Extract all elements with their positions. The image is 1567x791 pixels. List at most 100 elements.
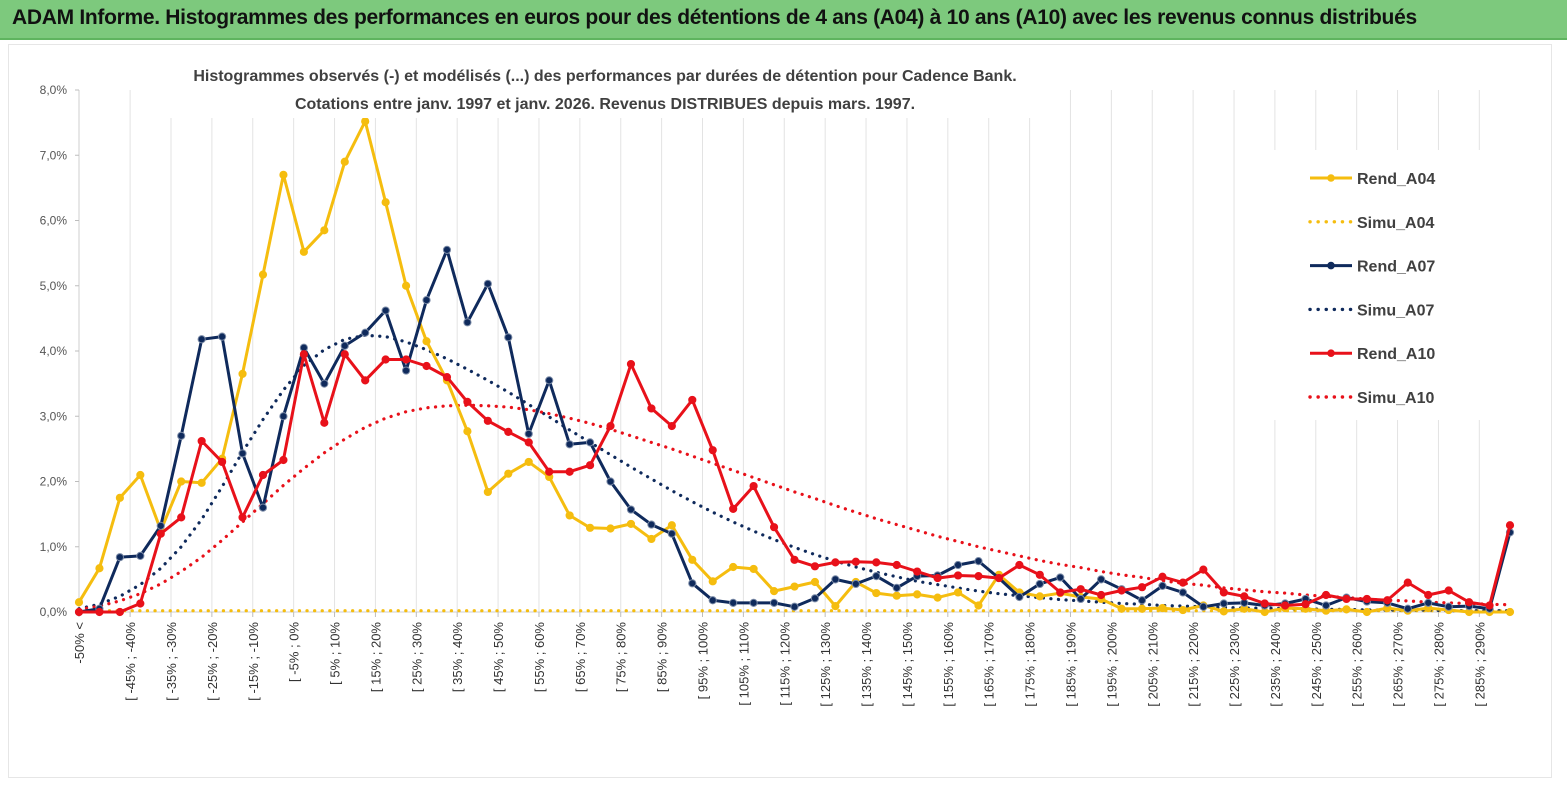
data-point <box>401 281 411 290</box>
data-point <box>442 373 452 382</box>
x-tick-label: [ -45% ; -40% <box>123 622 138 701</box>
x-tick-label: [ 5% ; 10% <box>328 622 343 685</box>
data-point <box>1035 570 1044 579</box>
chart-title-background <box>148 62 1063 118</box>
data-point <box>872 588 881 598</box>
data-point <box>667 421 676 431</box>
data-point <box>606 477 615 486</box>
data-point <box>258 503 268 512</box>
x-tick-label: [ 165% ; 170% <box>982 622 997 707</box>
data-point <box>790 555 799 564</box>
data-point <box>1260 599 1269 608</box>
data-point <box>422 337 431 346</box>
x-tick-label: [ 155% ; 160% <box>941 622 956 707</box>
chart-title-line-1: Histogrammes observés (-) et modélisés (… <box>193 68 1016 85</box>
data-point <box>1465 598 1474 607</box>
data-point <box>1362 607 1372 617</box>
y-tick-label: 4,0% <box>40 344 68 358</box>
y-tick-label: 0,0% <box>40 605 68 619</box>
data-point <box>933 573 942 583</box>
x-tick-label: [ 215% ; 220% <box>1186 622 1201 707</box>
data-point <box>1015 592 1024 602</box>
data-point <box>810 577 820 587</box>
x-tick-label: [ 255% ; 260% <box>1350 622 1365 707</box>
data-point <box>1158 572 1167 581</box>
data-point <box>177 513 186 522</box>
data-point <box>177 431 186 440</box>
chart-title-line-2: Cotations entre janv. 1997 et janv. 2026… <box>295 96 915 113</box>
data-point <box>729 504 738 514</box>
x-tick-label: [ 235% ; 240% <box>1268 622 1283 707</box>
data-point <box>790 602 799 611</box>
data-point <box>1505 607 1515 617</box>
data-point <box>1158 603 1167 613</box>
x-tick-label: [ -15% ; -10% <box>246 622 261 701</box>
data-point <box>136 470 145 480</box>
legend-item-Rend_A10: Rend_A10 <box>1310 346 1435 363</box>
data-point <box>1097 575 1106 584</box>
data-point <box>953 560 963 570</box>
data-point <box>115 553 124 562</box>
x-tick-label: [ 55% ; 60% <box>532 622 547 693</box>
legend-label: Rend_A04 <box>1357 171 1435 188</box>
data-point <box>729 598 738 607</box>
data-point <box>851 579 860 589</box>
data-point <box>320 418 329 427</box>
data-point <box>872 572 881 581</box>
series-line-Simu_A07 <box>77 333 1512 613</box>
data-point <box>238 513 247 522</box>
data-point <box>238 449 247 458</box>
data-point <box>1321 590 1331 600</box>
data-point <box>1015 560 1024 570</box>
data-point <box>504 469 513 478</box>
series-Simu_A10 <box>77 403 1512 612</box>
data-point <box>483 416 492 425</box>
data-point <box>749 598 758 607</box>
data-point <box>647 534 656 544</box>
data-point <box>504 333 513 342</box>
data-point <box>585 438 595 447</box>
data-point <box>95 564 104 573</box>
data-point <box>810 562 820 571</box>
data-point <box>1383 596 1392 605</box>
data-point <box>1362 594 1372 604</box>
data-point <box>1117 604 1126 613</box>
data-point <box>749 564 758 574</box>
data-point <box>483 487 492 497</box>
legend-label: Simu_A04 <box>1357 215 1434 232</box>
data-point <box>463 318 472 327</box>
page-title: ADAM Informe. Histogrammes des performan… <box>12 6 1417 29</box>
data-point <box>1403 578 1412 587</box>
data-point <box>708 446 717 455</box>
x-tick-label: [ 135% ; 140% <box>859 622 874 707</box>
data-point <box>1485 601 1494 610</box>
data-point <box>361 376 370 385</box>
legend-marker <box>1327 261 1335 270</box>
data-point <box>197 335 206 344</box>
data-point <box>524 429 533 438</box>
data-point <box>238 369 247 378</box>
data-point <box>463 397 472 406</box>
data-point <box>953 571 963 580</box>
data-point <box>831 602 840 611</box>
x-tick-label: [ -5% ; 0% <box>287 622 302 682</box>
data-point <box>1056 573 1065 582</box>
legend-item-Simu_A07: Simu_A07 <box>1308 302 1434 319</box>
data-point <box>647 520 656 529</box>
data-point <box>1219 588 1228 597</box>
data-point <box>504 427 513 437</box>
data-point <box>1137 604 1147 613</box>
legend-label: Rend_A07 <box>1357 259 1435 276</box>
data-point <box>340 350 349 359</box>
data-point <box>1281 601 1290 610</box>
chart-frame <box>8 44 1552 778</box>
legend-item-Simu_A04: Simu_A04 <box>1308 215 1434 232</box>
data-point <box>1178 578 1188 587</box>
data-point <box>892 560 901 570</box>
data-point <box>279 455 288 465</box>
data-point <box>74 607 84 617</box>
x-tick-label: [ 185% ; 190% <box>1063 622 1078 707</box>
data-point <box>483 279 492 288</box>
legend-label: Rend_A10 <box>1357 346 1435 363</box>
data-point <box>688 395 697 405</box>
